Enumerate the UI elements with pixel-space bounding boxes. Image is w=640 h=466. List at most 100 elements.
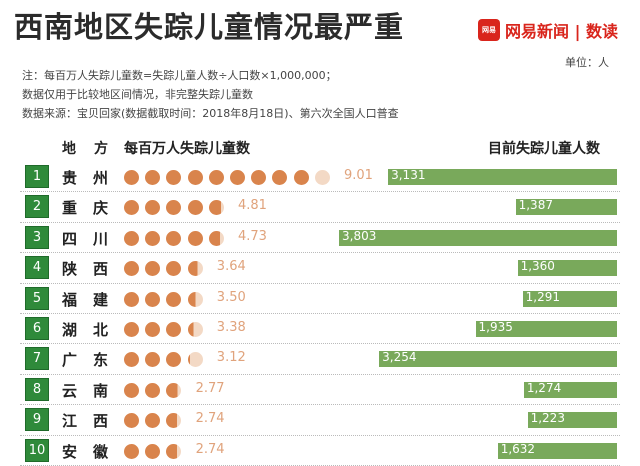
rate-dot: [166, 352, 182, 368]
column-header-region: 地方: [62, 141, 126, 157]
rate-dot: [145, 413, 161, 429]
count-value-label: 3,803: [342, 228, 377, 243]
count-value-label: 1,291: [525, 289, 560, 304]
rate-value-label: 9.01: [344, 168, 373, 183]
rate-dot-partial: [187, 291, 203, 307]
count-value-label: 1,935: [478, 320, 513, 334]
row-divider: [20, 313, 620, 314]
rate-dot: [124, 413, 139, 429]
brand-name: 网易新闻 | 数读: [505, 22, 618, 41]
count-value-label: 1,360: [520, 259, 555, 274]
row-divider: [20, 343, 620, 345]
rate-value-label: 2.74: [195, 441, 225, 457]
note-disclaimer: 数据仅用于比较地区间情况，非完整失踪儿童数: [22, 88, 253, 101]
rate-dot: [124, 291, 139, 307]
rate-value-label: 4.73: [238, 228, 267, 244]
rank-badge: 8: [25, 377, 49, 401]
rate-dot: [145, 230, 161, 246]
table-row: 6 湖北 3.38 1,935: [0, 314, 640, 344]
rate-dot: [187, 170, 203, 185]
rank-badge: 7: [25, 347, 49, 371]
rank-badge: 6: [25, 317, 49, 340]
rate-value-label: 2.77: [195, 380, 225, 396]
rate-dot-partial: [314, 170, 330, 185]
count-bar: [388, 169, 617, 185]
unit-label: 单位：人: [565, 56, 609, 69]
rate-dot: [166, 291, 182, 307]
table-row: 7 广东 3.12 3,254: [0, 344, 640, 374]
region-label: 湖北: [62, 321, 125, 339]
rate-dot: [145, 443, 161, 459]
table-row: 5 福建 3.50 1,291: [0, 284, 640, 314]
region-label: 陕西: [62, 260, 125, 279]
rate-dot: [272, 170, 288, 185]
count-bar: [523, 381, 617, 398]
rank-badge: 10: [25, 438, 49, 462]
rate-dot: [145, 200, 161, 216]
rate-dot: [124, 200, 139, 216]
table-row: 8 云南 2.77 1,274: [0, 375, 640, 405]
rate-dot-partial: [187, 322, 203, 337]
region-label: 贵州: [62, 169, 125, 187]
rate-dot: [145, 291, 161, 307]
rate-dot: [187, 230, 203, 246]
page-title: 西南地区失踪儿童情况最严重: [14, 10, 405, 44]
row-divider: [20, 373, 620, 375]
row-divider: [20, 191, 620, 193]
rank-badge: 9: [25, 408, 49, 432]
rank-badge: 4: [25, 256, 49, 280]
rate-dot: [124, 230, 139, 246]
rate-dot: [124, 443, 139, 459]
rate-dot: [251, 170, 267, 185]
rate-dot-partial: [208, 200, 224, 216]
rate-dot-partial: [166, 413, 182, 429]
count-bar: [527, 412, 617, 429]
rank-badge: 2: [25, 195, 49, 219]
rate-dot: [124, 170, 139, 185]
rank-badge: 3: [25, 225, 49, 249]
brand: 网易 网易新闻 | 数读: [478, 18, 618, 42]
count-bar: [497, 442, 617, 459]
rate-value-label: 3.50: [216, 289, 246, 305]
rate-dot: [145, 382, 161, 398]
count-value-label: 1,632: [500, 441, 536, 456]
rate-dot: [166, 322, 182, 337]
region-label: 安徽: [62, 442, 125, 461]
rate-value-label: 2.74: [195, 411, 225, 427]
count-bar: [475, 321, 617, 337]
rank-badge: 1: [25, 165, 49, 188]
rate-dot: [145, 261, 161, 277]
row-divider: [20, 252, 620, 254]
table-row: 4 陕西 3.64 1,360: [0, 253, 640, 283]
rate-dot: [145, 170, 161, 185]
count-bar: [339, 229, 617, 246]
count-value-label: 1,387: [518, 198, 553, 213]
note-formula: 注：每百万人失踪儿童数=失踪儿童人数÷人口数×1,000,000；: [22, 69, 337, 82]
column-header-count: 目前失踪儿童人数: [488, 141, 600, 157]
table-row: 10 安徽 2.74 1,632: [0, 436, 640, 466]
count-value-label: 1,223: [530, 411, 565, 426]
rate-dot: [208, 170, 224, 185]
region-label: 福建: [62, 290, 125, 309]
count-value-label: 3,254: [382, 350, 417, 365]
rank-badge: 5: [25, 286, 49, 310]
netease-logo-icon: 网易: [478, 19, 500, 41]
rate-dot: [145, 352, 161, 368]
rate-value-label: 3.38: [216, 320, 246, 335]
rate-dot-partial: [166, 443, 182, 459]
region-label: 广东: [62, 351, 125, 370]
rate-dot-partial: [187, 352, 203, 368]
rate-value-label: 4.81: [238, 198, 267, 214]
count-value-label: 1,274: [526, 380, 562, 395]
rate-dot-partial: [208, 230, 224, 246]
count-value-label: 3,131: [391, 168, 426, 182]
region-label: 云南: [62, 381, 125, 400]
region-label: 江西: [62, 412, 125, 431]
rate-dot: [230, 170, 245, 185]
table-row: 2 重庆 4.81 1,387: [0, 192, 640, 222]
rate-dot-partial: [166, 382, 182, 398]
rate-value-label: 3.64: [216, 259, 246, 275]
rate-dot: [166, 170, 182, 185]
rate-dot: [293, 170, 309, 185]
